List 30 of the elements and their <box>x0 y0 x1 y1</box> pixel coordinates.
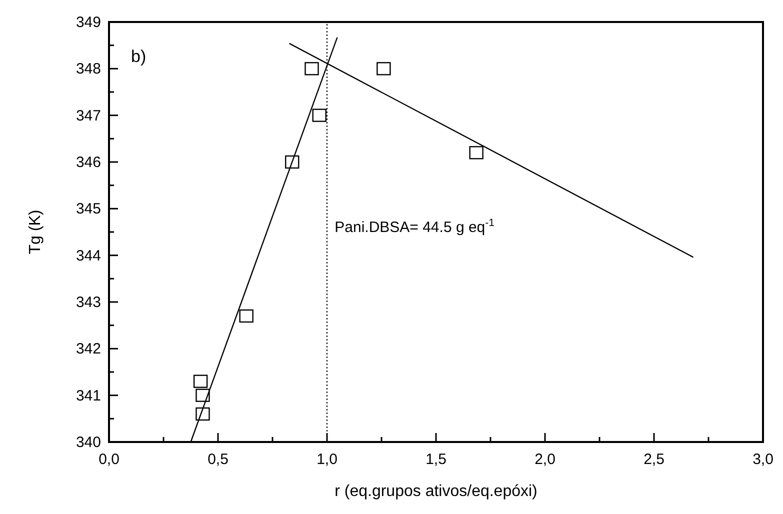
x-axis-title: r (eq.grupos ativos/eq.epóxi) <box>334 483 538 500</box>
y-tick-label: 342 <box>76 340 101 358</box>
y-tick-label: 345 <box>76 200 101 218</box>
point <box>376 62 391 76</box>
point <box>196 407 210 421</box>
annotation: b) <box>131 47 146 66</box>
y-tick-label: 340 <box>76 434 101 451</box>
point <box>469 146 484 160</box>
point <box>285 155 300 169</box>
point <box>312 108 326 122</box>
point <box>239 309 254 323</box>
x-tick-label: 2,0 <box>534 451 556 468</box>
x-tick-label: 1,0 <box>316 451 338 468</box>
y-tick-label: 348 <box>76 60 101 78</box>
x-tick-label: 0,0 <box>98 451 120 468</box>
x-tick-label: 0,5 <box>208 451 228 468</box>
x-tick-label: 3,0 <box>752 451 774 468</box>
y-tick-label: 347 <box>76 107 101 124</box>
annotation: Pani.DBSA= 44.5 g eq$^{-1}$ <box>334 217 495 236</box>
y-tick-label: 344 <box>76 247 101 264</box>
y-tick-label: 343 <box>76 294 101 311</box>
point <box>196 388 210 402</box>
y-tick-label: 341 <box>76 387 101 404</box>
y-axis-title: Tg (K) <box>27 210 44 254</box>
y-tick-label: 349 <box>76 14 101 31</box>
y-tick-label: 346 <box>76 154 101 171</box>
point <box>304 62 319 76</box>
point <box>193 374 208 388</box>
x-tick-label: 1,5 <box>426 451 446 468</box>
x-tick-label: 2,5 <box>644 451 664 468</box>
